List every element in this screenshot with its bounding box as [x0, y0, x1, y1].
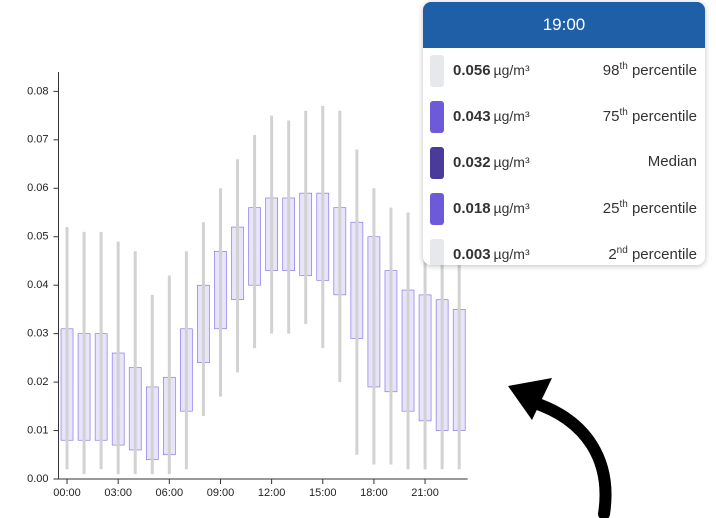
x-tick-label: 18:00	[360, 487, 388, 499]
value-number: 0.043	[453, 108, 491, 125]
x-tick-label: 03:00	[104, 487, 132, 499]
rank: 2	[608, 246, 616, 263]
rank: 75	[603, 108, 620, 125]
row-label: 75th percentile	[603, 107, 697, 125]
unit: µg/m³	[494, 246, 530, 262]
value-number: 0.056	[453, 62, 491, 79]
label-text: percentile	[632, 200, 697, 217]
y-tick-label: 0.08	[27, 85, 48, 97]
value-number: 0.032	[453, 154, 491, 171]
y-tick-label: 0.01	[27, 424, 48, 436]
rank-suffix: nd	[617, 245, 628, 256]
tooltip-title: 19:00	[423, 2, 705, 48]
unit: µg/m³	[494, 62, 530, 78]
swatch	[430, 55, 444, 87]
y-tick-label: 0.04	[27, 279, 48, 291]
x-tick-label: 09:00	[207, 487, 235, 499]
rank-suffix: th	[619, 61, 627, 72]
label-text: percentile	[632, 62, 697, 79]
x-tick-label: 21:00	[411, 487, 439, 499]
y-tick-label: 0.06	[27, 182, 48, 194]
swatch	[430, 193, 444, 225]
label-text: percentile	[632, 246, 697, 263]
row-label: 25th percentile	[603, 199, 697, 217]
label-text: percentile	[632, 108, 697, 125]
y-tick-label: 0.02	[27, 376, 48, 388]
label-text: Median	[648, 153, 697, 170]
row-label: 98th percentile	[603, 61, 697, 79]
y-tick-label: 0.00	[27, 473, 48, 485]
x-tick-label: 12:00	[258, 487, 286, 499]
swatch	[430, 239, 444, 265]
arrow-head	[508, 378, 552, 420]
x-tick-label: 00:00	[53, 487, 81, 499]
rank: 25	[603, 200, 620, 217]
value-number: 0.018	[453, 200, 491, 217]
row-label: Median	[648, 153, 697, 170]
arrow	[532, 402, 606, 514]
row-label: 2nd percentile	[608, 245, 697, 263]
rank-suffix: th	[619, 107, 627, 118]
rank-suffix: th	[619, 199, 627, 210]
unit: µg/m³	[494, 200, 530, 216]
swatch	[430, 147, 444, 179]
swatch	[430, 101, 444, 133]
y-tick-label: 0.07	[27, 134, 48, 146]
x-tick-label: 06:00	[156, 487, 184, 499]
x-tick-label: 15:00	[309, 487, 337, 499]
page: 21:00 18:00 15:00 12:00 09:00 06:00 03:00 00:00…	[0, 0, 716, 518]
rank: 98	[603, 62, 620, 79]
unit: µg/m³	[494, 108, 530, 124]
y-tick-label: 0.03	[27, 328, 48, 340]
y-tick-label: 0.05	[27, 231, 48, 243]
value-number: 0.003	[453, 246, 491, 263]
unit: µg/m³	[494, 154, 530, 170]
